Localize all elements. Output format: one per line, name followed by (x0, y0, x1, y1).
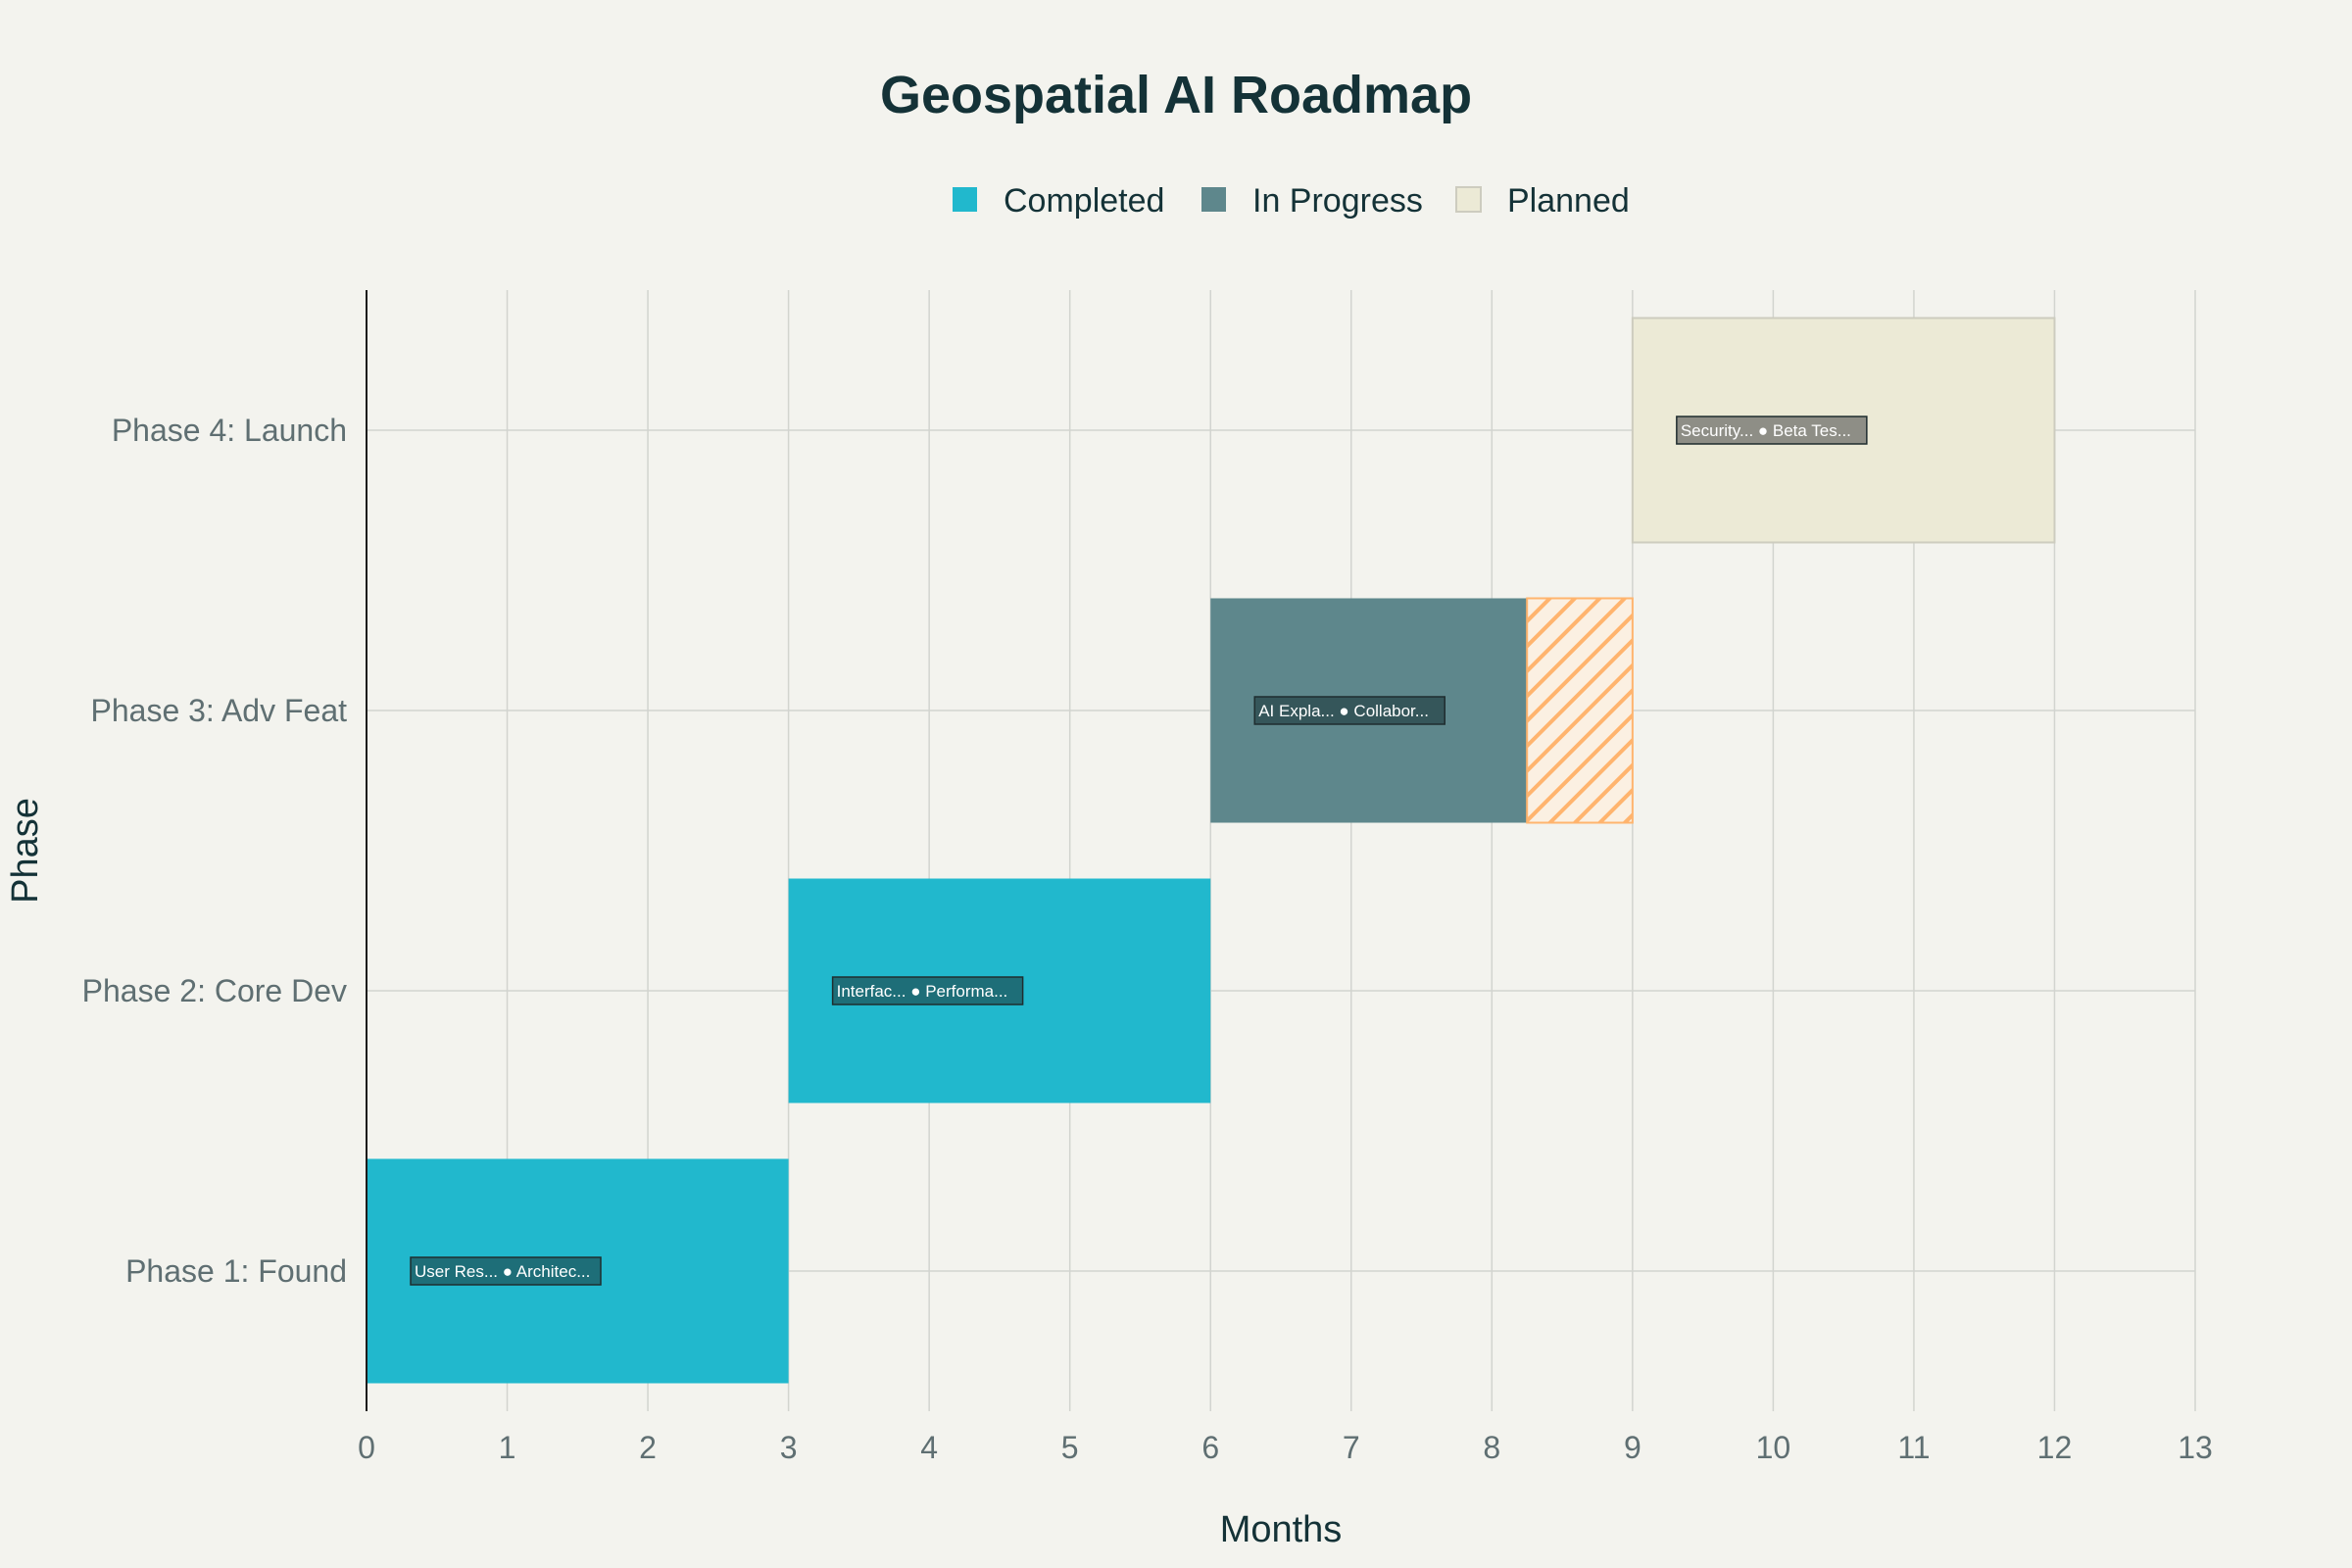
x-tick-label: 2 (639, 1430, 657, 1465)
x-tick-label: 4 (920, 1430, 938, 1465)
task-label-box (1676, 416, 1868, 445)
task-label-box (410, 1256, 602, 1286)
legend-swatch (1455, 186, 1482, 213)
x-tick-label: 12 (2037, 1430, 2073, 1465)
bars: User Res... ● Architec... Interfac... ● P… (367, 317, 2056, 1384)
y-axis-title: Phase (5, 798, 46, 904)
legend-label: Planned (1507, 182, 1630, 220)
x-tick-label: 1 (499, 1430, 516, 1465)
task-label: AI Expla... ● Collabor... (1258, 702, 1429, 720)
bar-remaining (1526, 597, 1634, 824)
x-tick-label: 7 (1343, 1430, 1360, 1465)
chart-title: Geospatial AI Roadmap (880, 66, 1472, 124)
x-tick-label: 6 (1201, 1430, 1219, 1465)
legend-swatch (1201, 187, 1226, 212)
x-tick-label: 5 (1061, 1430, 1079, 1465)
y-tick-label: Phase 3: Adv Feat (91, 693, 348, 728)
x-tick-label: 3 (780, 1430, 798, 1465)
legend: Completed In Progress Planned (953, 182, 1630, 220)
task-label: User Res... ● Architec... (415, 1262, 590, 1281)
task-label-box (831, 976, 1024, 1005)
x-tick-label: 8 (1483, 1430, 1500, 1465)
x-tick-label: 0 (358, 1430, 375, 1465)
x-tick-label: 9 (1624, 1430, 1642, 1465)
x-axis-title: Months (1220, 1509, 1343, 1550)
task-label: Security... ● Beta Tes... (1681, 421, 1851, 440)
task-label-box (1253, 696, 1446, 725)
y-tick-label: Phase 1: Found (125, 1253, 347, 1289)
x-tick-label: 13 (2178, 1430, 2213, 1465)
x-tick-label: 11 (1897, 1430, 1930, 1465)
y-tick-label: Phase 2: Core Dev (82, 973, 347, 1008)
y-tick-label: Phase 4: Launch (112, 413, 347, 448)
legend-label: Completed (1004, 182, 1164, 220)
legend-swatch (953, 187, 977, 212)
task-label: Interfac... ● Performa... (837, 982, 1008, 1001)
x-tick-label: 10 (1756, 1430, 1791, 1465)
legend-label: In Progress (1252, 182, 1423, 220)
